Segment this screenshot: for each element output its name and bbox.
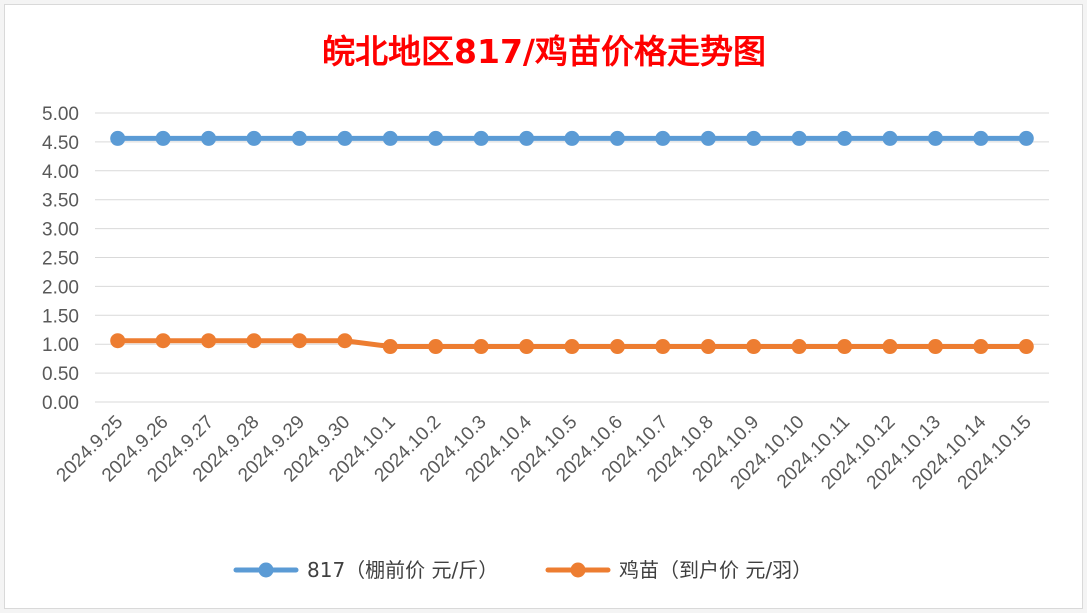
series-2 — [110, 333, 1034, 355]
data-point — [882, 339, 898, 355]
data-point — [155, 130, 171, 146]
legend-item: 817（棚前价 元/斤） — [233, 558, 498, 582]
legend-swatch-marker — [570, 562, 586, 578]
data-point — [1018, 339, 1034, 355]
y-tick-label: 2.00 — [42, 277, 79, 298]
data-point — [519, 130, 535, 146]
data-point — [246, 130, 262, 146]
data-point — [700, 339, 716, 355]
data-point — [837, 339, 853, 355]
data-point — [564, 130, 580, 146]
data-point — [428, 130, 444, 146]
data-point — [700, 130, 716, 146]
y-tick-label: 3.00 — [42, 220, 79, 241]
data-point — [564, 339, 580, 355]
legend-swatch-marker — [258, 562, 274, 578]
data-point — [609, 339, 625, 355]
data-point — [837, 130, 853, 146]
y-tick-label: 0.00 — [42, 393, 79, 414]
y-tick-label: 0.50 — [42, 364, 79, 385]
data-point — [973, 130, 989, 146]
data-point — [473, 130, 489, 146]
data-point — [155, 333, 171, 349]
data-point — [609, 130, 625, 146]
data-point — [337, 333, 353, 349]
chart-area[interactable]: 皖北地区817/鸡苗价格走势图 0.00 0.50 1.00 1.50 2.00 2.50… — [4, 4, 1083, 609]
line-chart: 皖北地区817/鸡苗价格走势图 0.00 0.50 1.00 1.50 2.00 2.50… — [42, 32, 1049, 582]
data-point — [746, 130, 762, 146]
data-point — [428, 339, 444, 355]
data-point — [746, 339, 762, 355]
data-point — [201, 333, 217, 349]
gridlines — [95, 112, 1049, 403]
data-point — [246, 333, 262, 349]
y-tick-label: 1.00 — [42, 335, 79, 356]
data-point — [882, 130, 898, 146]
data-point — [201, 130, 217, 146]
data-point — [110, 333, 126, 349]
y-tick-label: 3.50 — [42, 191, 79, 212]
data-point — [110, 130, 126, 146]
legend: 817（棚前价 元/斤） 鸡苗（到户价 元/羽） — [233, 558, 812, 582]
data-point — [791, 130, 807, 146]
data-point — [1018, 130, 1034, 146]
y-tick-label: 1.50 — [42, 306, 79, 327]
data-point — [473, 339, 489, 355]
y-tick-label: 2.50 — [42, 249, 79, 270]
y-tick-label: 4.50 — [42, 133, 79, 154]
data-point — [382, 130, 398, 146]
data-point — [791, 339, 807, 355]
data-point — [973, 339, 989, 355]
data-point — [291, 333, 307, 349]
legend-label: 817（棚前价 元/斤） — [307, 558, 498, 582]
x-axis-tick-labels: 2024.9.252024.9.262024.9.272024.9.282024… — [53, 411, 1036, 493]
data-point — [519, 339, 535, 355]
data-point — [927, 339, 943, 355]
legend-label: 鸡苗（到户价 元/羽） — [619, 558, 812, 582]
data-point — [337, 130, 353, 146]
data-series — [110, 130, 1034, 355]
data-point — [291, 130, 307, 146]
chart-title: 皖北地区817/鸡苗价格走势图 — [322, 32, 766, 71]
data-point — [655, 339, 671, 355]
y-tick-label: 5.00 — [42, 104, 79, 125]
y-tick-label: 4.00 — [42, 162, 79, 183]
data-point — [382, 339, 398, 355]
y-axis-tick-labels: 0.00 0.50 1.00 1.50 2.00 2.50 3.00 3.50 4.00 4.50… — [42, 104, 79, 414]
legend-item: 鸡苗（到户价 元/羽） — [545, 558, 812, 582]
series-1 — [110, 130, 1034, 146]
data-point — [655, 130, 671, 146]
data-point — [927, 130, 943, 146]
